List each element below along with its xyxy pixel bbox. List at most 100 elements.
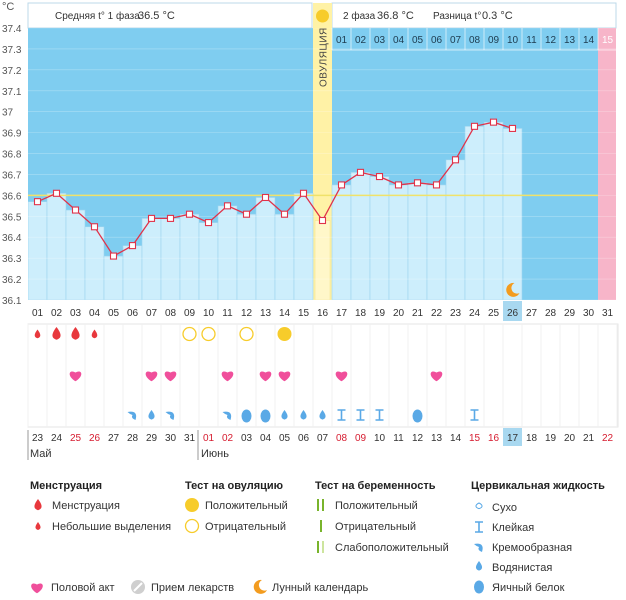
- month-label: Май: [30, 448, 52, 460]
- y-tick-label: 36.2: [2, 275, 22, 286]
- temp-point-04: [90, 223, 99, 231]
- top-day-label-07: 07: [450, 35, 462, 46]
- intercourse-heart-icon: [145, 371, 158, 382]
- date-label-09: 09: [355, 433, 367, 444]
- legend-menstruation-title: Менструация: [30, 480, 102, 492]
- cycle-day-label-09: 09: [184, 308, 196, 319]
- cycle-day-label-17: 17: [336, 308, 348, 319]
- temp-point-19: [375, 173, 384, 181]
- fluid-sticky-icon: [337, 409, 346, 421]
- legend-preg-weak-icon: [317, 541, 319, 553]
- date-label-08: 08: [336, 433, 348, 444]
- legend-preg-weak-label: Слабоположительный: [335, 542, 449, 554]
- fluid-egg-white-icon: [260, 409, 271, 423]
- x-axis-cycle-days: 01 02 03 04 05 06 07 08 09 10 11 12 13 14 15 16 17 18 19 20…: [32, 301, 613, 321]
- ovulation-test-negative-icon: [201, 326, 216, 342]
- temp-bar-06: [122, 245, 143, 300]
- cycle-day-label-13: 13: [260, 308, 272, 319]
- phase1-label: Средняя t° 1 фаза: [55, 10, 140, 22]
- temp-bar-02: [46, 192, 67, 300]
- temp-bar-13: [255, 197, 276, 300]
- temp-bar-24: [464, 126, 485, 300]
- cycle-day-label-26: 26: [507, 308, 519, 319]
- legend-fluid-watery-label: Водянистая: [492, 562, 552, 574]
- date-label-16: 16: [488, 433, 500, 444]
- legend-intercourse-icon: [31, 583, 43, 594]
- cycle-day-label-28: 28: [545, 308, 557, 319]
- top-day-label-11: 11: [526, 35, 537, 46]
- date-label-24: 24: [51, 433, 63, 444]
- diff-value: 0.3 °C: [482, 10, 513, 22]
- date-label-03: 03: [241, 433, 253, 444]
- cycle-day-label-18: 18: [355, 308, 367, 319]
- cycle-day-label-11: 11: [222, 308, 233, 319]
- legend-menstruation-label: Менструация: [52, 500, 120, 512]
- fluid-sticky-icon: [356, 409, 365, 421]
- cycle-day-label-29: 29: [564, 308, 576, 319]
- date-label-28: 28: [127, 433, 139, 444]
- legend-ov-positive-icon: [185, 498, 199, 512]
- date-label-19: 19: [545, 433, 557, 444]
- date-label-29: 29: [146, 433, 158, 444]
- temp-bar-18: [350, 172, 371, 300]
- y-tick-label: 36.5: [2, 212, 22, 223]
- temp-point-18: [356, 168, 365, 176]
- date-label-17: 17: [507, 433, 519, 444]
- legend-moon-label: Лунный календарь: [272, 582, 369, 594]
- temp-point-14: [280, 210, 289, 218]
- phase2-header: [331, 2, 617, 29]
- temp-point-12: [242, 210, 251, 218]
- temp-point-07: [147, 214, 156, 222]
- legend-ov-test-title: Тест на овуляцию: [185, 480, 283, 492]
- date-label-22: 22: [602, 433, 614, 444]
- menstruation-full-icon: [52, 327, 61, 340]
- date-label-15: 15: [469, 433, 481, 444]
- temp-point-23: [451, 156, 460, 164]
- cycle-day-label-10: 10: [203, 308, 215, 319]
- ovulation-test-negative-icon: [182, 326, 197, 342]
- temp-bar-14: [274, 213, 295, 300]
- cycle-day-label-21: 21: [412, 308, 424, 319]
- y-tick-label: 36.6: [2, 191, 22, 202]
- temp-point-25: [489, 118, 498, 126]
- fluid-watery-icon: [281, 410, 288, 420]
- legend-medication-label: Прием лекарств: [151, 582, 234, 594]
- menstruation-small-icon: [91, 329, 98, 339]
- legend-medication-icon: [133, 582, 143, 592]
- cycle-day-label-24: 24: [469, 308, 481, 319]
- y-unit: °C: [2, 1, 14, 13]
- temp-point-22: [432, 181, 441, 189]
- legend-preg-test-title: Тест на беременность: [315, 480, 436, 492]
- fluid-sticky-icon: [375, 409, 384, 421]
- temp-bar-03: [65, 209, 86, 300]
- temp-point-06: [128, 242, 137, 250]
- date-label-06: 06: [298, 433, 310, 444]
- date-label-02: 02: [222, 433, 234, 444]
- date-label-23: 23: [32, 433, 44, 444]
- top-day-label-12: 12: [545, 35, 557, 46]
- temp-bar-22: [426, 184, 447, 300]
- date-label-26: 26: [89, 433, 101, 444]
- legend-ov-positive-label: Положительный: [205, 500, 288, 512]
- next-period-band: [598, 28, 616, 300]
- cycle-day-label-27: 27: [526, 308, 538, 319]
- fluid-egg-white-icon: [474, 580, 484, 594]
- date-label-05: 05: [279, 433, 291, 444]
- y-tick-label: 36.7: [2, 170, 22, 181]
- top-day-label-03: 03: [374, 35, 386, 46]
- legend-preg-positive-icon: [317, 499, 319, 511]
- date-label-31: 31: [184, 433, 196, 444]
- temp-point-05: [109, 252, 118, 260]
- cycle-day-label-05: 05: [108, 308, 120, 319]
- temp-bar-09: [179, 213, 200, 300]
- temp-bar-15: [293, 192, 314, 300]
- fluid-sticky-icon: [470, 409, 479, 421]
- legend-fluid-creamy-label: Кремообразная: [492, 542, 572, 554]
- fluid-watery-icon: [300, 410, 307, 420]
- fluid-watery-icon: [475, 561, 483, 571]
- cycle-day-label-06: 06: [127, 308, 139, 319]
- legend-moon-icon: [253, 579, 267, 594]
- date-label-07: 07: [317, 433, 329, 444]
- y-tick-label: 37.4: [2, 24, 22, 35]
- y-tick-label: 36.9: [2, 129, 22, 140]
